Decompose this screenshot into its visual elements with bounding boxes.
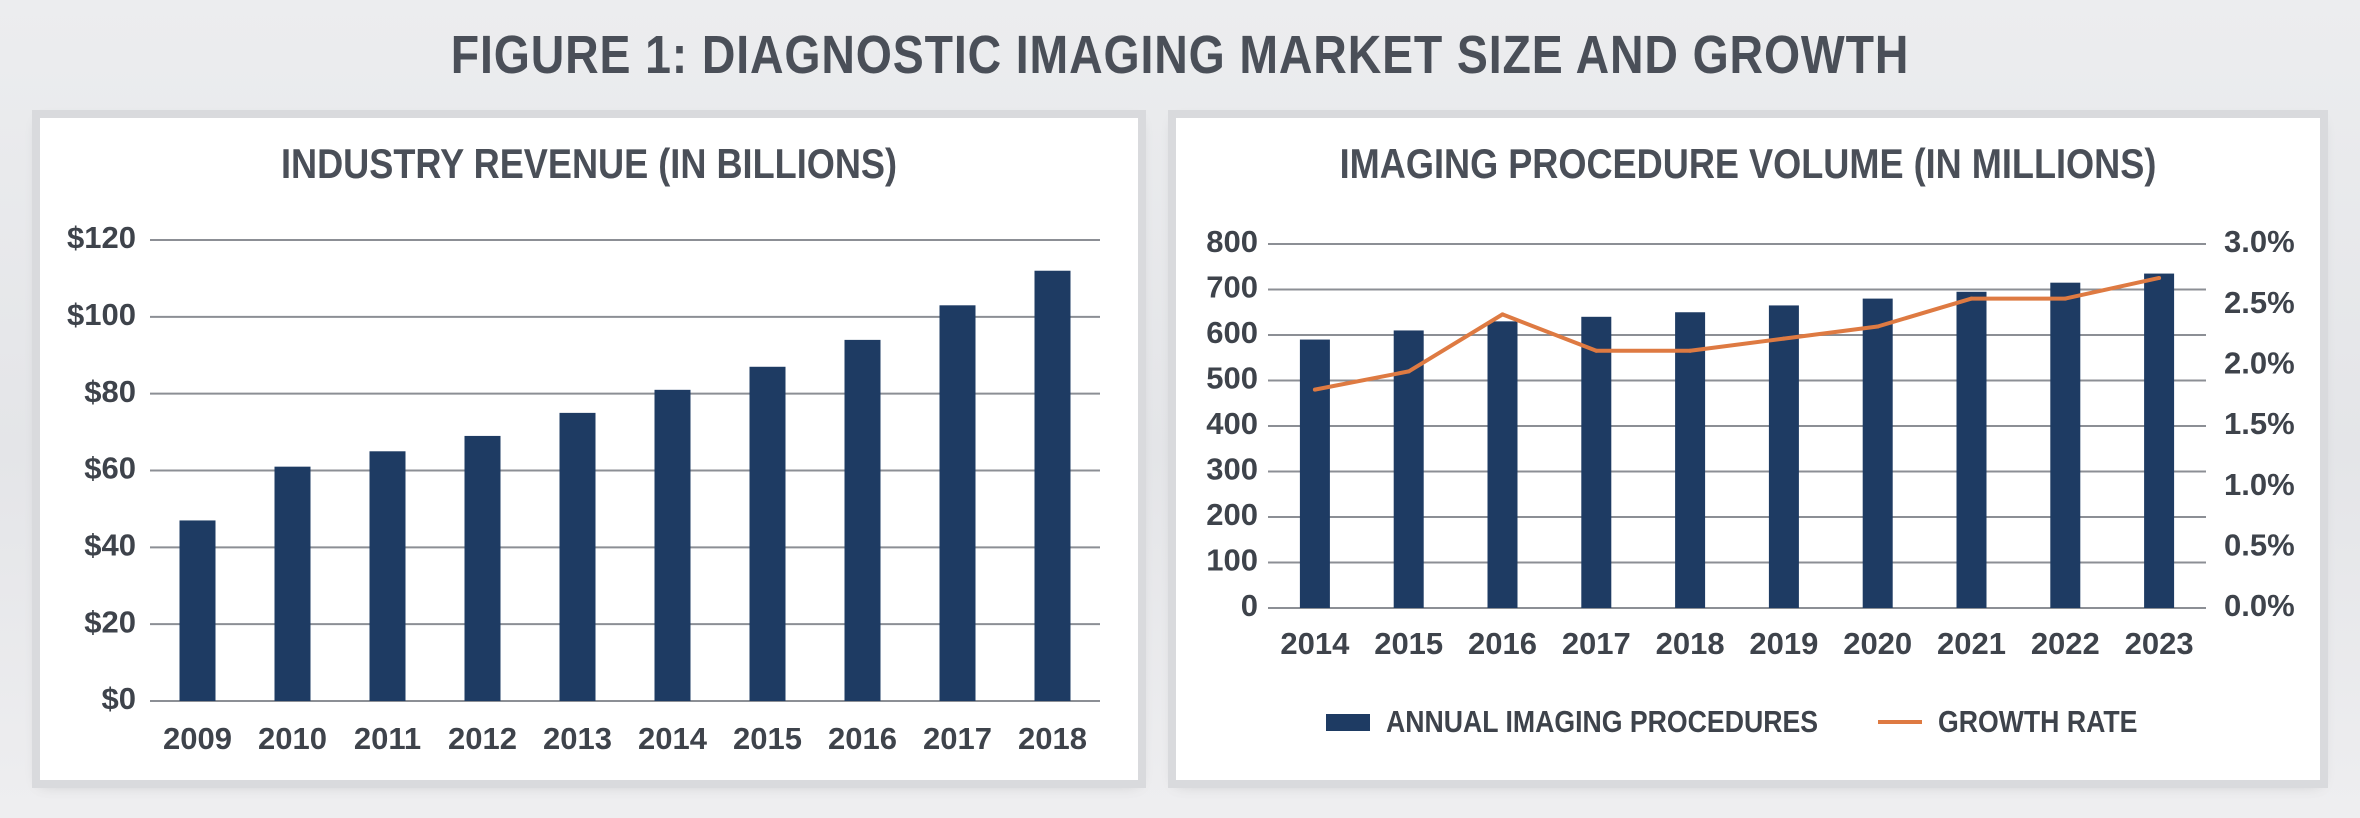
y2-tick-label: 0.0% xyxy=(2224,588,2295,623)
bar xyxy=(2050,282,2081,608)
growth-rate-point xyxy=(1406,369,1411,374)
revenue-chart: $0 $20 $40 $60 $80 $100 $120 2009 2010 2011 2012 20… xyxy=(67,220,1100,756)
figure-title: FIGURE 1: DIAGNOSTIC IMAGING MARKET SIZE… xyxy=(450,25,1910,85)
bar xyxy=(274,466,311,701)
procedure-chart: 0 100 200 300 400 500 600 700 800 0.0% 0.5% 1.0% 1.5… xyxy=(1206,224,2295,661)
x-tick-label: 2020 xyxy=(1843,626,1912,661)
y-tick-label: $100 xyxy=(67,297,136,332)
bar xyxy=(179,520,216,701)
y2-tick-label: 1.0% xyxy=(2224,467,2295,502)
x-tick-label: 2014 xyxy=(1280,626,1350,661)
bar xyxy=(1487,321,1518,608)
growth-rate-point xyxy=(1969,296,1974,301)
bar xyxy=(559,412,596,701)
x-tick-label: 2015 xyxy=(733,721,802,756)
x-tick-label: 2016 xyxy=(828,721,897,756)
bar xyxy=(1768,305,1799,608)
legend-label-procedures: ANNUAL IMAGING PROCEDURES xyxy=(1385,704,1818,739)
growth-rate-point xyxy=(1688,348,1693,353)
bar xyxy=(1299,339,1330,608)
y-tick-label: 400 xyxy=(1206,406,1258,441)
x-tick-label: 2018 xyxy=(1018,721,1087,756)
x-tick-label: 2011 xyxy=(354,721,421,756)
bar xyxy=(1956,291,1987,608)
y-tick-label: 0 xyxy=(1241,588,1258,623)
growth-rate-point xyxy=(1312,387,1317,392)
y-tick-label: 600 xyxy=(1206,315,1258,350)
y-tick-label: $60 xyxy=(84,451,136,486)
y-tick-label: $20 xyxy=(84,604,136,639)
bar xyxy=(1675,312,1706,608)
y2-tick-label: 3.0% xyxy=(2224,224,2295,259)
bar xyxy=(369,451,406,701)
y2-tick-label: 0.5% xyxy=(2224,528,2295,563)
x-tick-label: 2013 xyxy=(543,721,612,756)
x-tick-label: 2015 xyxy=(1374,626,1443,661)
y-tick-label: 700 xyxy=(1206,270,1258,305)
bar xyxy=(844,339,881,701)
y-tick-label: 800 xyxy=(1206,224,1258,259)
bar xyxy=(1034,270,1071,701)
y2-tick-label: 2.0% xyxy=(2224,346,2295,381)
growth-rate-point xyxy=(1781,336,1786,341)
x-tick-label: 2017 xyxy=(923,721,992,756)
bar xyxy=(939,305,976,701)
growth-rate-point xyxy=(2157,275,2162,280)
y-tick-label: $120 xyxy=(67,220,136,255)
bar xyxy=(749,366,786,701)
y2-tick-label: 1.5% xyxy=(2224,406,2295,441)
y-tick-label: 100 xyxy=(1206,543,1258,578)
revenue-chart-panel: INDUSTRY REVENUE (IN BILLIONS) $0 $20 $40 $… xyxy=(40,118,1138,780)
bar xyxy=(464,435,501,701)
growth-rate-point xyxy=(1594,348,1599,353)
bar xyxy=(1862,298,1893,608)
bar xyxy=(1581,316,1612,608)
growth-rate-point xyxy=(1875,324,1880,329)
growth-rate-point xyxy=(1500,312,1505,317)
x-tick-label: 2019 xyxy=(1749,626,1818,661)
bar xyxy=(1393,330,1424,608)
x-tick-label: 2021 xyxy=(1937,626,2006,661)
y-tick-label: $0 xyxy=(102,681,136,716)
procedure-chart-title: IMAGING PROCEDURE VOLUME (IN MILLIONS) xyxy=(1339,140,2157,187)
legend-label-growth-rate: GROWTH RATE xyxy=(1938,704,2138,739)
x-tick-label: 2009 xyxy=(163,721,232,756)
procedure-chart-panel: IMAGING PROCEDURE VOLUME (IN MILLIONS) 0… xyxy=(1176,118,2320,780)
x-tick-label: 2012 xyxy=(448,721,517,756)
x-tick-label: 2014 xyxy=(638,721,708,756)
legend-swatch-line xyxy=(1878,720,1923,724)
x-tick-label: 2018 xyxy=(1656,626,1725,661)
revenue-chart-title: INDUSTRY REVENUE (IN BILLIONS) xyxy=(280,140,898,187)
y-tick-label: 200 xyxy=(1206,497,1258,532)
growth-rate-line xyxy=(1314,276,2160,392)
x-tick-label: 2023 xyxy=(2125,626,2194,661)
growth-rate-point xyxy=(2063,296,2068,301)
y-tick-label: $40 xyxy=(84,528,136,563)
x-tick-label: 2017 xyxy=(1562,626,1631,661)
y-tick-label: 500 xyxy=(1206,361,1258,396)
bar xyxy=(2144,273,2175,608)
x-tick-label: 2022 xyxy=(2031,626,2100,661)
legend-item-growth-rate: GROWTH RATE xyxy=(1878,704,2170,740)
x-tick-label: 2010 xyxy=(258,721,327,756)
legend-item-procedures: ANNUAL IMAGING PROCEDURES xyxy=(1325,704,1888,740)
x-tick-label: 2016 xyxy=(1468,626,1537,661)
y-tick-label: $80 xyxy=(84,374,136,409)
bar xyxy=(654,389,691,701)
y-tick-label: 300 xyxy=(1206,452,1258,487)
procedure-chart-legend: ANNUAL IMAGING PROCEDURES GROWTH RATE xyxy=(1176,704,2320,740)
legend-swatch-bar xyxy=(1325,713,1370,731)
y2-tick-label: 2.5% xyxy=(2224,285,2295,320)
